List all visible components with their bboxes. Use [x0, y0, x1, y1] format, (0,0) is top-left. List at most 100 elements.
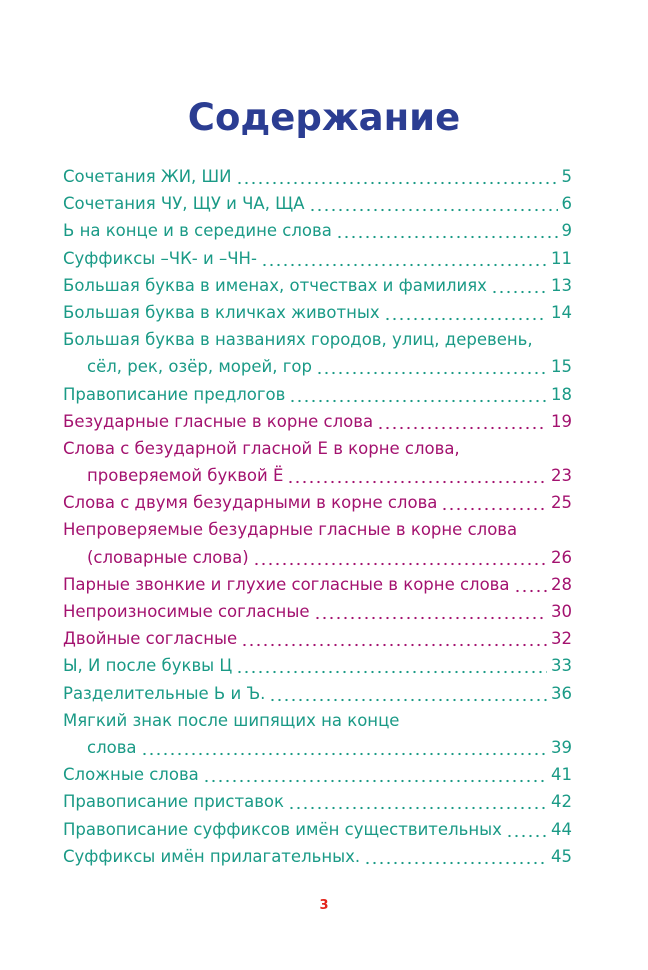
- entry-text: Суффиксы имён прилагательных.: [63, 846, 361, 866]
- dot-leader: [287, 462, 547, 490]
- entry-page: 26: [551, 547, 572, 567]
- toc-line: Сочетания ЖИ, ШИ 5: [63, 163, 573, 191]
- toc-line: Разделительные Ь и Ъ. 36: [63, 679, 572, 707]
- entry-text: Большая буква в названиях городов, улиц,…: [63, 330, 533, 350]
- toc-entry: Парные звонкие и глухие согласные в корн…: [63, 570, 572, 598]
- dot-leader: [313, 598, 547, 626]
- entry-text: Суффиксы –ЧК- и –ЧН-: [63, 248, 257, 268]
- toc-line: Слова с двумя безударными в корне слова 2…: [63, 489, 572, 517]
- entry-text: слова: [87, 737, 137, 757]
- toc-entry: Непроизносимые согласные 30: [63, 598, 572, 626]
- dot-leader: [236, 652, 547, 680]
- entry-text: (словарные слова): [87, 547, 249, 567]
- toc-entry: Правописание предлогов 18: [63, 380, 572, 408]
- entry-page: 30: [551, 602, 572, 621]
- dot-leader: [377, 407, 547, 435]
- toc-line: Непроизносимые согласные 30: [63, 598, 572, 626]
- toc-line: Большая буква в именах, отчествах и фами…: [63, 271, 572, 299]
- entry-text: Разделительные Ь и Ъ.: [63, 683, 266, 703]
- entry-page: 5: [561, 167, 573, 186]
- entry-text: сёл, рек, озёр, морей, гор: [87, 357, 312, 377]
- entry-page: 9: [561, 221, 573, 241]
- entry-text: проверяемой буквой Ё: [87, 466, 284, 486]
- page-number: 3: [319, 898, 329, 913]
- toc-line: сёл, рек, озёр, морей, гор 15: [63, 353, 572, 381]
- dot-leader: [202, 761, 547, 789]
- entry-text: Сложные слова: [63, 765, 199, 785]
- toc-line: Большая буква в названиях городов, улиц,…: [63, 326, 572, 353]
- dot-leader: [490, 271, 547, 299]
- toc-entry: Слова с безударной гласной Е в корне сло…: [63, 435, 572, 490]
- toc-line: слова 39: [63, 733, 572, 762]
- toc-entry: Правописание суффиксов имён существитель…: [63, 815, 572, 843]
- entry-page: 25: [551, 493, 572, 513]
- dot-leader: [315, 353, 547, 381]
- toc-line: Безударные гласные в корне слова 19: [63, 407, 572, 435]
- toc-line: Парные звонкие и глухие согласные в корн…: [63, 570, 572, 598]
- entry-text: Правописание приставок: [63, 792, 284, 812]
- toc-line: Сложные слова 41: [63, 761, 572, 789]
- entry-page: 18: [551, 384, 572, 404]
- toc-entry: Безударные гласные в корне слова 19: [63, 407, 572, 435]
- entry-page: 14: [551, 302, 572, 322]
- dot-leader: [364, 842, 547, 870]
- toc-line: Правописание суффиксов имён существитель…: [63, 815, 572, 843]
- toc-entry: Непроверяемые безударные гласные в корне…: [63, 516, 572, 571]
- entry-text: Безударные гласные в корне слова: [63, 411, 374, 431]
- entry-text: Сочетания ЖИ, ШИ: [63, 167, 232, 186]
- dot-leader: [252, 543, 547, 571]
- dot-leader: [289, 380, 547, 408]
- entry-text: Мягкий знак после шипящих на конце: [63, 710, 400, 730]
- entry-text: Парные звонкие и глухие согласные в корн…: [63, 574, 510, 594]
- toc-line: Слова с безударной гласной Е в корне сло…: [63, 435, 572, 462]
- entry-page: 42: [551, 792, 572, 812]
- toc-line: Ы, И после буквы Ц 33: [63, 652, 572, 680]
- toc-line: Большая буква в кличках животных 14: [63, 298, 572, 327]
- toc-line: (словарные слова) 26: [63, 543, 572, 571]
- toc-entry: Большая буква в именах, отчествах и фами…: [63, 271, 572, 299]
- toc-entry: Ы, И после буквы Ц 33: [63, 652, 572, 680]
- entry-page: 23: [551, 466, 572, 486]
- entry-page: 44: [551, 819, 572, 839]
- toc-line: Непроверяемые безударные гласные в корне…: [63, 516, 572, 543]
- dot-leader: [235, 163, 558, 191]
- toc-line: проверяемой буквой Ё 23: [63, 462, 572, 490]
- entry-text: Ы, И после буквы Ц: [63, 656, 233, 676]
- dot-leader: [383, 298, 547, 327]
- dot-leader: [505, 815, 547, 843]
- toc-line: Мягкий знак после шипящих на конце: [63, 707, 572, 734]
- entry-page: 41: [551, 765, 572, 785]
- entry-text: Ь на конце и в середине слова: [63, 221, 332, 241]
- toc-entry: Мягкий знак после шипящих на конце слова 3…: [63, 707, 572, 762]
- entry-text: Непроверяемые безударные гласные в корне…: [63, 520, 518, 540]
- toc-entry: Большая буква в названиях городов, улиц,…: [63, 326, 572, 381]
- entry-page: 33: [551, 656, 572, 676]
- entry-page: 32: [551, 629, 572, 649]
- toc-line: Суффиксы –ЧК- и –ЧН- 11: [63, 244, 572, 272]
- toc-entry: Разделительные Ь и Ъ. 36: [63, 679, 572, 707]
- entry-text: Правописание предлогов: [63, 384, 286, 404]
- dot-leader: [260, 244, 547, 272]
- entry-text: Непроизносимые согласные: [63, 602, 310, 621]
- entry-text: Сочетания ЧУ, ЩУ и ЧА, ЩА: [63, 194, 305, 214]
- dot-leader: [269, 679, 547, 707]
- toc-line: Правописание приставок 42: [63, 788, 572, 816]
- entry-text: Большая буква в кличках животных: [63, 302, 380, 322]
- toc-entry: Слова с двумя безударными в корне слова 2…: [63, 489, 572, 517]
- toc-line: Двойные согласные 32: [63, 625, 572, 653]
- dot-leader: [241, 625, 547, 653]
- entry-page: 36: [551, 683, 572, 703]
- dot-leader: [287, 788, 547, 816]
- entry-page: 15: [551, 357, 572, 377]
- entry-text: Слова с двумя безударными в корне слова: [63, 493, 438, 513]
- toc-line: Сочетания ЧУ, ЩУ и ЧА, ЩА 6: [63, 190, 572, 218]
- entry-text: Слова с безударной гласной Е в корне сло…: [63, 438, 460, 458]
- toc-entry: Сочетания ЖИ, ШИ 5: [63, 163, 573, 191]
- dot-leader: [335, 217, 558, 245]
- toc-entry: Большая буква в кличках животных 14: [63, 298, 572, 327]
- dot-leader: [513, 570, 547, 598]
- title: Содержание: [187, 96, 461, 139]
- table-of-contents: Сочетания ЖИ, ШИ 5 Сочетания ЧУ, ЩУ и ЧА, …: [63, 163, 572, 870]
- toc-entry: Правописание приставок 42: [63, 788, 572, 816]
- entry-page: 11: [551, 248, 572, 268]
